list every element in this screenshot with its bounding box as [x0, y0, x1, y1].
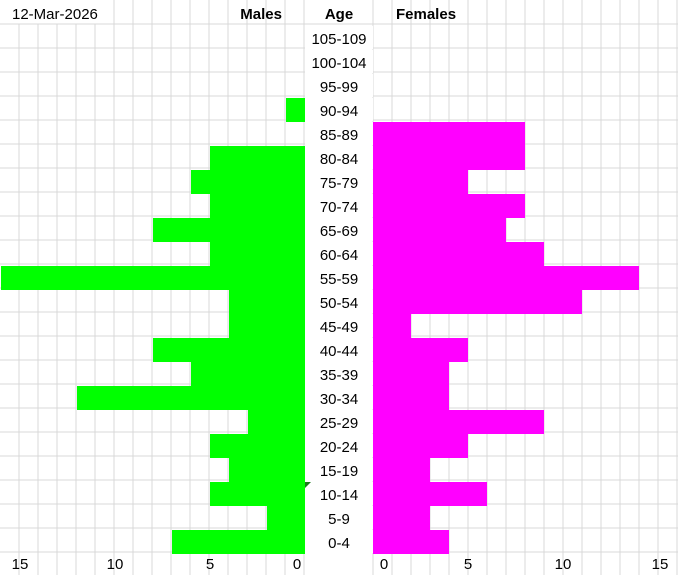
- male-tick-label: 5: [206, 556, 214, 573]
- female-bar: [373, 386, 449, 410]
- age-label: 5-9: [328, 511, 350, 528]
- male-bar: [1, 266, 305, 290]
- male-bar: [210, 434, 305, 458]
- age-cell: [305, 266, 373, 289]
- date-label: 12-Mar-2026: [12, 6, 98, 23]
- age-cell: [305, 146, 373, 169]
- male-tick-label: 10: [107, 556, 124, 573]
- female-bar: [373, 506, 430, 530]
- female-bar: [373, 122, 525, 146]
- male-bar: [210, 194, 305, 218]
- male-bar: [172, 530, 305, 554]
- age-cell: [305, 530, 373, 553]
- age-label: 80-84: [320, 151, 358, 168]
- female-bar: [373, 338, 468, 362]
- age-cell: [305, 74, 373, 97]
- female-tick-label: 15: [652, 556, 669, 573]
- male-bar: [191, 170, 305, 194]
- male-tick-label: 15: [12, 556, 29, 573]
- age-cell: [305, 410, 373, 433]
- age-label: 50-54: [320, 295, 358, 312]
- age-label: 55-59: [320, 271, 358, 288]
- age-cell: [305, 386, 373, 409]
- female-tick-label: 10: [555, 556, 572, 573]
- age-label: 20-24: [320, 439, 358, 456]
- age-label: 75-79: [320, 175, 358, 192]
- age-cell: [305, 26, 373, 49]
- female-bar: [373, 314, 411, 338]
- age-label: 15-19: [320, 463, 358, 480]
- female-bar: [373, 410, 544, 434]
- age-label: 85-89: [320, 127, 358, 144]
- age-cell: [305, 458, 373, 481]
- cell-comment-marker: [305, 482, 311, 488]
- female-bar: [373, 530, 449, 554]
- age-cell: [305, 98, 373, 121]
- age-cell: [305, 362, 373, 385]
- age-label: 90-94: [320, 103, 358, 120]
- age-label: 45-49: [320, 319, 358, 336]
- age-cell: [305, 338, 373, 361]
- male-bar: [229, 290, 305, 314]
- age-cell: [305, 506, 373, 529]
- age-header: Age: [325, 6, 353, 23]
- age-label: 100-104: [311, 55, 366, 72]
- male-bar: [210, 146, 305, 170]
- female-bar: [373, 482, 487, 506]
- age-cell: [305, 482, 373, 505]
- age-cell: [305, 170, 373, 193]
- female-bar: [373, 242, 544, 266]
- male-bar: [286, 98, 305, 122]
- female-tick-label: 0: [380, 556, 388, 573]
- age-cell: [305, 314, 373, 337]
- female-bar: [373, 434, 468, 458]
- labels: 12-Mar-2026 Males Age Females: [12, 6, 456, 23]
- male-bar: [153, 338, 305, 362]
- female-bar: [373, 290, 582, 314]
- male-bar: [191, 362, 305, 386]
- female-bar: [373, 170, 468, 194]
- age-cell: [305, 50, 373, 73]
- female-bar: [373, 362, 449, 386]
- female-tick-label: 5: [464, 556, 472, 573]
- age-cell: [305, 242, 373, 265]
- male-bar: [153, 218, 305, 242]
- bars: [1, 98, 639, 554]
- age-label: 60-64: [320, 247, 358, 264]
- male-bar: [229, 314, 305, 338]
- female-bar: [373, 146, 525, 170]
- age-cell: [305, 218, 373, 241]
- age-cell: [305, 434, 373, 457]
- male-bar: [248, 410, 305, 434]
- female-bar: [373, 194, 525, 218]
- male-tick-label: 0: [293, 556, 301, 573]
- age-label: 35-39: [320, 367, 358, 384]
- age-label: 25-29: [320, 415, 358, 432]
- age-cell: [305, 122, 373, 145]
- age-label: 65-69: [320, 223, 358, 240]
- age-label: 40-44: [320, 343, 358, 360]
- male-bar: [77, 386, 305, 410]
- age-label: 70-74: [320, 199, 358, 216]
- females-header: Females: [396, 6, 456, 23]
- age-label: 95-99: [320, 79, 358, 96]
- age-cell: [305, 194, 373, 217]
- age-cell: [305, 290, 373, 313]
- male-bar: [229, 458, 305, 482]
- age-label: 30-34: [320, 391, 358, 408]
- female-bar: [373, 266, 639, 290]
- age-label: 0-4: [328, 535, 350, 552]
- age-label: 105-109: [311, 31, 366, 48]
- male-bar: [267, 506, 305, 530]
- age-label: 10-14: [320, 487, 358, 504]
- male-bar: [210, 242, 305, 266]
- males-header: Males: [240, 6, 282, 23]
- female-bar: [373, 218, 506, 242]
- female-bar: [373, 458, 430, 482]
- male-bar: [210, 482, 305, 506]
